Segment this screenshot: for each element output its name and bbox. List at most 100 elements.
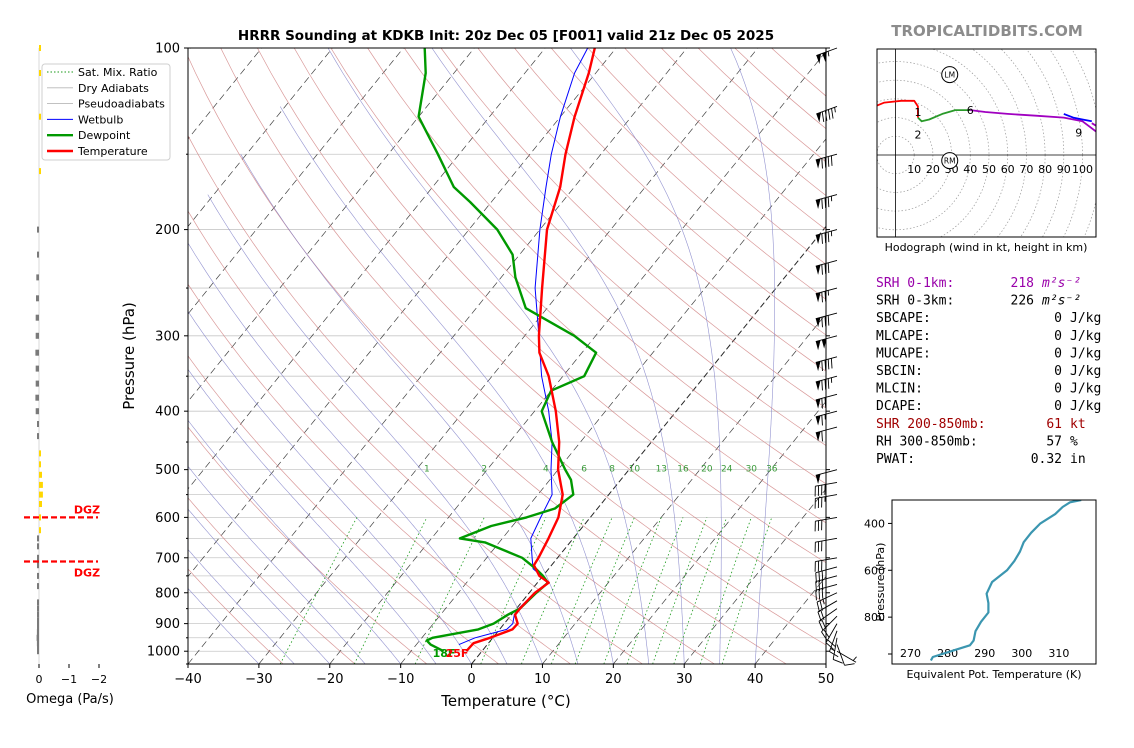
barb-full bbox=[824, 232, 827, 244]
hodograph-segment bbox=[970, 109, 1096, 133]
wind-barbs bbox=[814, 47, 857, 666]
stat-unit: kt bbox=[1070, 417, 1086, 432]
barb-full bbox=[821, 292, 823, 303]
hodograph-segment bbox=[877, 99, 919, 118]
dry-adiabat-line bbox=[220, 48, 826, 646]
skewt-profiles bbox=[417, 48, 598, 653]
mixing-ratio-label: 30 bbox=[746, 464, 758, 474]
stat-value: 0 bbox=[1054, 311, 1062, 326]
mixing-ratio-line bbox=[353, 517, 428, 664]
hodograph-height-label: 9 bbox=[1075, 127, 1082, 140]
mixing-ratio-label: 10 bbox=[629, 464, 641, 474]
wind-barb bbox=[814, 516, 838, 532]
stat-label: SHR 200-850mb: bbox=[876, 417, 986, 432]
x-tick-label: 40 bbox=[747, 672, 764, 687]
wind-barb bbox=[821, 615, 838, 641]
barb-staff bbox=[815, 229, 838, 236]
barb-staff bbox=[815, 481, 838, 487]
legend-label: Dry Adiabats bbox=[78, 82, 149, 95]
barb-full bbox=[821, 233, 823, 244]
stat-value: 0 bbox=[1054, 329, 1062, 344]
theta-y-tick-label: 400 bbox=[864, 517, 885, 530]
hodograph-height-label: 6 bbox=[967, 104, 974, 117]
barb-pennant bbox=[815, 340, 821, 351]
barb-staff bbox=[816, 592, 838, 603]
theta-y-tick-label: 800 bbox=[864, 611, 885, 624]
y-tick-label: 400 bbox=[155, 405, 180, 420]
x-tick-label: −20 bbox=[316, 672, 343, 687]
isotherm-line bbox=[188, 48, 688, 664]
wind-barb bbox=[825, 623, 838, 650]
barb-staff bbox=[836, 644, 845, 666]
barb-full bbox=[824, 110, 828, 121]
storm-motion-marker bbox=[941, 66, 959, 84]
barb-pennant bbox=[816, 112, 821, 123]
wind-barb bbox=[814, 494, 838, 509]
isotherm-line bbox=[471, 225, 826, 664]
omega-bar bbox=[36, 640, 39, 647]
omega-bar bbox=[37, 251, 39, 258]
surface-temperature-label: 25F bbox=[446, 647, 469, 660]
omega-bar bbox=[37, 421, 39, 427]
barb-half bbox=[830, 647, 836, 652]
omega-bar bbox=[35, 380, 39, 387]
moist-adiabat-line bbox=[188, 419, 401, 664]
barb-full bbox=[824, 263, 827, 274]
stat-value: 226 bbox=[1011, 294, 1034, 309]
dry-adiabat-line bbox=[330, 48, 826, 524]
stat-unit: m²s⁻² bbox=[1041, 276, 1081, 291]
skewt-frame bbox=[187, 47, 827, 665]
wind-barb bbox=[815, 229, 838, 244]
wind-barb bbox=[815, 410, 838, 426]
barb-full bbox=[818, 621, 824, 631]
omega-bar bbox=[39, 113, 41, 120]
hodograph-trace: 1 2 6 9 LM RM bbox=[877, 66, 1096, 170]
x-tick-label: 0 bbox=[467, 672, 475, 687]
wind-barb bbox=[814, 557, 838, 572]
moist-adiabat-line bbox=[188, 549, 295, 664]
moist-adiabat-line bbox=[431, 48, 685, 664]
moist-adiabat-line bbox=[188, 310, 472, 664]
barb-pennant bbox=[815, 199, 821, 209]
barb-full bbox=[821, 380, 823, 391]
omega-bar bbox=[37, 433, 39, 440]
omega-bar bbox=[35, 394, 39, 401]
barb-full bbox=[827, 639, 836, 647]
barb-half bbox=[822, 599, 825, 605]
dry-adiabat-line bbox=[404, 48, 826, 446]
barb-staff bbox=[817, 600, 838, 613]
mixing-ratio-label: 36 bbox=[766, 464, 778, 474]
mixing-ratio-line bbox=[414, 517, 485, 664]
stat-value: 57 bbox=[1046, 434, 1062, 449]
moist-adiabat-line bbox=[188, 587, 260, 664]
barb-pennant bbox=[815, 317, 821, 328]
x-tick-label: 50 bbox=[818, 672, 835, 687]
stat-label: MUCAPE: bbox=[876, 346, 931, 361]
wind-barb bbox=[815, 260, 838, 275]
barb-pennant bbox=[815, 431, 821, 442]
skewt-x-axis: −40 −30 −20 −10 0 10 20 30 40 50 bbox=[174, 664, 834, 687]
isotherm-line bbox=[188, 48, 617, 578]
barb-full bbox=[823, 629, 830, 639]
barb-staff bbox=[832, 637, 838, 660]
stat-label: MLCAPE: bbox=[876, 329, 931, 344]
mixing-ratio-line bbox=[652, 517, 708, 664]
barb-pennant bbox=[815, 292, 821, 303]
omega-bar bbox=[39, 168, 41, 175]
omega-bar bbox=[39, 450, 41, 457]
moist-adiabat-line bbox=[188, 242, 508, 664]
isotherm-line bbox=[188, 48, 404, 315]
dgz-label: DGZ bbox=[74, 566, 100, 579]
omega-bar bbox=[35, 349, 39, 356]
mixing-ratio-labels: 1 2 4 6 8 10 13 16 20 24 30 36 bbox=[424, 464, 778, 474]
theta-y-tick-label: 600 bbox=[864, 564, 885, 577]
barb-staff bbox=[815, 494, 838, 499]
y-tick-label: 200 bbox=[155, 223, 180, 238]
storm-motion-marker bbox=[941, 152, 959, 170]
dry-adiabat-line bbox=[477, 48, 826, 372]
hodograph-segment bbox=[1063, 113, 1092, 123]
barb-full bbox=[821, 198, 823, 209]
hodograph-tick-label: 80 bbox=[1038, 163, 1052, 176]
y-tick-label: 1000 bbox=[147, 645, 180, 660]
wind-barb bbox=[815, 356, 838, 372]
